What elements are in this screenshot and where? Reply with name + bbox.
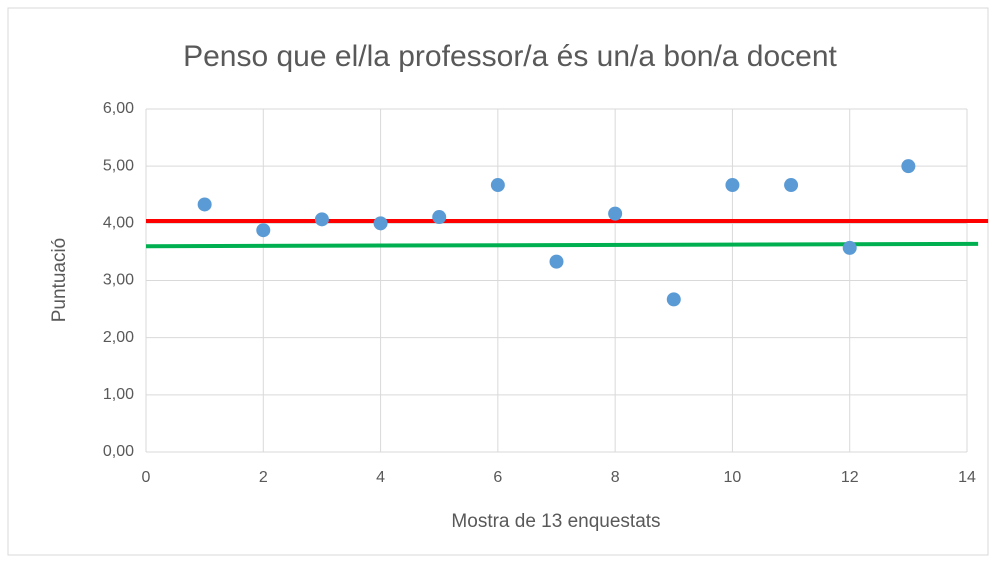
point: [901, 159, 916, 174]
point: [549, 254, 564, 269]
point: [373, 216, 388, 231]
y-tick-label: 0,00: [103, 443, 134, 460]
point: [666, 292, 681, 307]
point: [725, 178, 740, 193]
x-axis-label: Mostra de 13 enquestats: [451, 511, 660, 532]
y-tick-label: 3,00: [103, 272, 134, 289]
point: [197, 197, 212, 212]
reference-line: [145, 241, 979, 249]
point: [490, 178, 505, 193]
chart-title: Penso que el/la professor/a és un/a bon/…: [183, 40, 837, 73]
point: [842, 240, 857, 255]
point: [314, 212, 329, 227]
point: [256, 223, 271, 238]
x-tick-label: 14: [958, 469, 976, 486]
point: [432, 210, 447, 225]
x-tick-label: 12: [841, 469, 859, 486]
x-tick-label: 10: [724, 469, 742, 486]
x-tick-label: 0: [142, 469, 151, 486]
y-tick-label: 2,00: [103, 329, 134, 346]
y-tick-label: 1,00: [103, 386, 134, 403]
x-tick-label: 2: [259, 469, 268, 486]
y-tick-label: 6,00: [103, 100, 134, 117]
point: [608, 206, 623, 221]
y-tick-label: 4,00: [103, 215, 134, 232]
y-tick-label: 5,00: [103, 157, 134, 174]
x-tick-label: 4: [376, 469, 385, 486]
point: [784, 178, 799, 193]
x-tick-label: 8: [611, 469, 620, 486]
x-tick-label: 6: [493, 469, 502, 486]
y-axis-label: Puntuació: [49, 238, 70, 323]
